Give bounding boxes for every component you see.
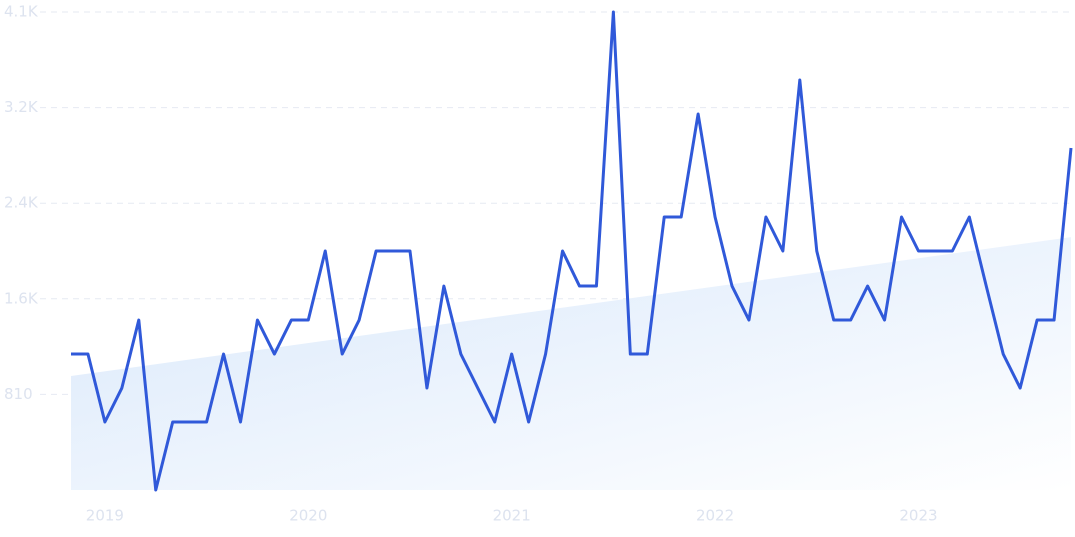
trend-area [71, 237, 1071, 490]
y-tick-label: 4.1K [4, 3, 39, 21]
x-tick-label: 2021 [493, 507, 531, 525]
x-tick-label: 2022 [696, 507, 734, 525]
y-tick-label: 3.2K [4, 98, 39, 116]
x-tick-label: 2023 [899, 507, 937, 525]
y-tick-label: 2.4K [4, 194, 39, 212]
y-tick-label: 810 [4, 385, 33, 403]
y-tick-label: 1.6K [4, 289, 39, 307]
x-tick-label: 2019 [86, 507, 124, 525]
line [71, 10, 1073, 492]
x-tick-label: 2020 [289, 507, 327, 525]
